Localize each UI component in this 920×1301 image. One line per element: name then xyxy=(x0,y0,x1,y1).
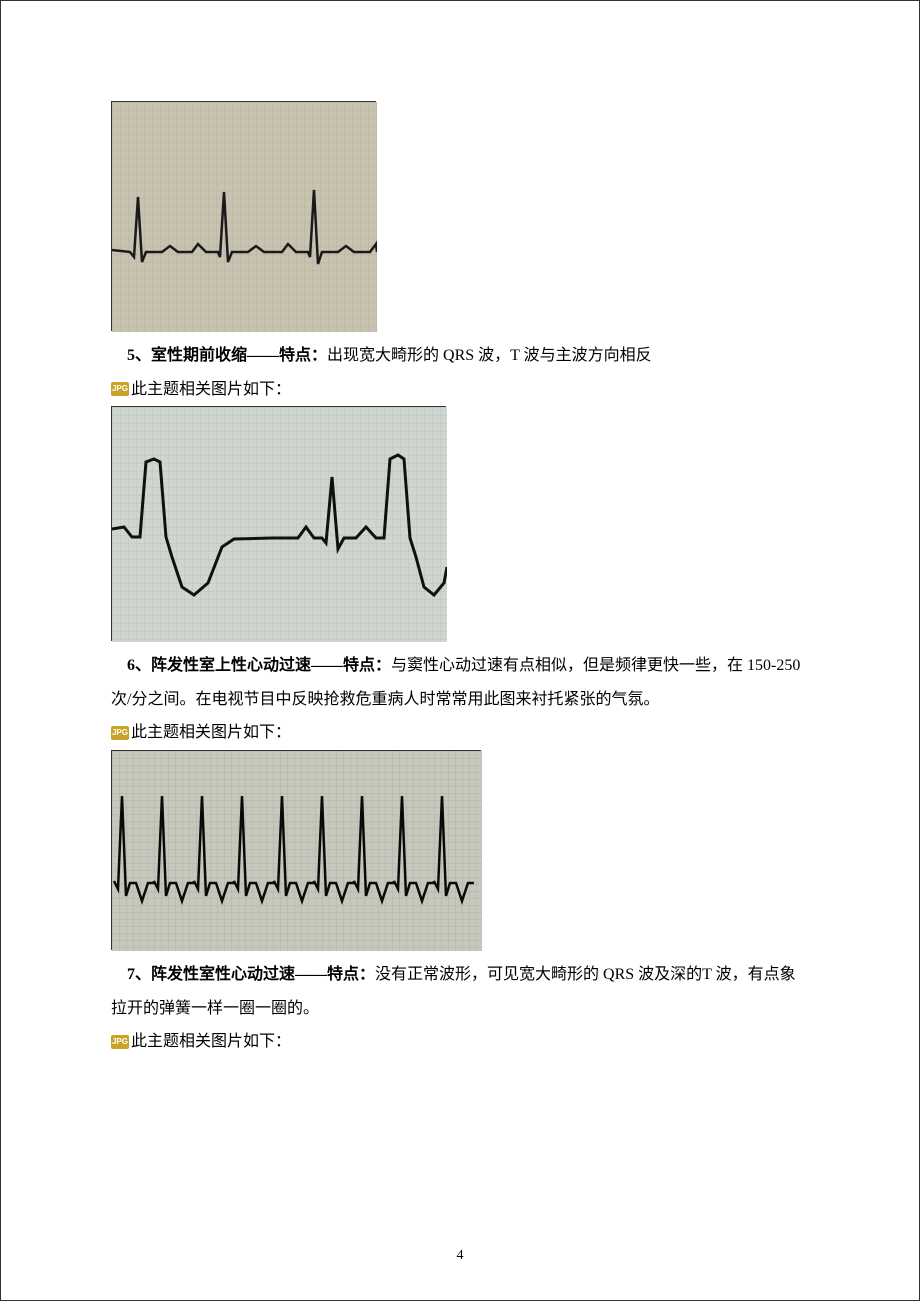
related-caption-6: JPG 此主题相关图片如下： xyxy=(111,716,809,750)
related-caption-7: JPG 此主题相关图片如下： xyxy=(111,1025,809,1059)
section-5-body: 出现宽大畸形的 QRS 波，T 波与主波方向相反 xyxy=(327,347,652,364)
section-7: 7、阵发性室性心动过速——特点：没有正常波形，可见宽大畸形的 QRS 波及深的T… xyxy=(111,958,809,1025)
page-number: 4 xyxy=(1,1241,919,1270)
ecg-svg-1 xyxy=(112,102,377,332)
section-7-title: 7、阵发性室性心动过速——特点： xyxy=(127,966,375,983)
related-caption-text-6: 此主题相关图片如下： xyxy=(131,716,291,750)
ecg-svg-2 xyxy=(112,407,447,642)
related-caption-text-7: 此主题相关图片如下： xyxy=(131,1025,291,1059)
jpg-icon: JPG xyxy=(111,1035,129,1049)
document-page: 5、室性期前收缩——特点：出现宽大畸形的 QRS 波，T 波与主波方向相反 JP… xyxy=(0,0,920,1301)
related-caption-text-5: 此主题相关图片如下： xyxy=(131,373,291,407)
section-6-title: 6、阵发性室上性心动过速——特点： xyxy=(127,657,391,674)
ecg-figure-2 xyxy=(111,406,446,641)
section-5-title: 5、室性期前收缩——特点： xyxy=(127,347,327,364)
ecg-figure-1 xyxy=(111,101,376,331)
section-6: 6、阵发性室上性心动过速——特点：与窦性心动过速有点相似，但是频律更快一些，在 … xyxy=(111,649,809,716)
jpg-icon: JPG xyxy=(111,382,129,396)
ecg-svg-3 xyxy=(112,751,482,951)
section-5: 5、室性期前收缩——特点：出现宽大畸形的 QRS 波，T 波与主波方向相反 xyxy=(111,339,809,373)
jpg-icon: JPG xyxy=(111,726,129,740)
related-caption-5: JPG 此主题相关图片如下： xyxy=(111,373,809,407)
ecg-figure-3 xyxy=(111,750,481,950)
